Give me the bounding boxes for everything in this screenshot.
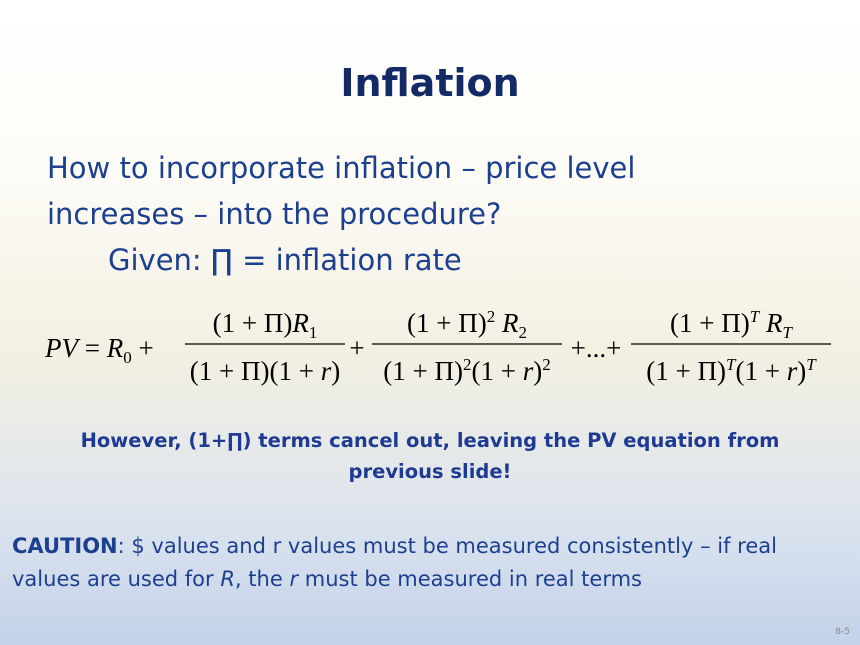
text-part: ) bbox=[797, 356, 806, 386]
text-part: must be measured in real terms bbox=[298, 567, 642, 591]
text-part: T bbox=[750, 307, 761, 326]
text-part: r bbox=[289, 567, 299, 591]
numerator: (1 + Π)T RT bbox=[670, 307, 793, 342]
text-part: CAUTION bbox=[12, 534, 118, 558]
text-part: r bbox=[787, 356, 798, 386]
numerator: (1 + Π)R1 bbox=[213, 308, 318, 342]
denominator: (1 + Π)T(1 + r)T bbox=[646, 355, 817, 386]
text-part: r bbox=[321, 356, 332, 386]
text-part: T bbox=[726, 355, 737, 374]
denominator: (1 + Π)2(1 + r)2 bbox=[383, 355, 550, 386]
text-part: : $ values and r values must be measured… bbox=[118, 534, 777, 558]
text-part: PV bbox=[44, 333, 81, 363]
text-part: (1 + bbox=[471, 356, 522, 386]
equation: PV = R0 +(1 + Π)R1(1 + Π)(1 + r)(1 + Π)2… bbox=[44, 307, 831, 386]
text-part: ) bbox=[533, 356, 542, 386]
note-line: previous slide! bbox=[349, 460, 512, 483]
text-part: R bbox=[759, 308, 783, 338]
text-part: = bbox=[78, 333, 107, 363]
caution-line: CAUTION: $ values and r values must be m… bbox=[12, 534, 777, 558]
text-part: R bbox=[106, 333, 124, 363]
text-part: values are used for bbox=[12, 567, 220, 591]
text-part: (1 + Π) bbox=[407, 308, 487, 338]
operator: +...+ bbox=[571, 333, 622, 363]
text-part: 2 bbox=[463, 355, 472, 374]
title: Inflation bbox=[340, 61, 519, 105]
denominator: (1 + Π)(1 + r) bbox=[190, 356, 340, 386]
body-line: Given: ∏ = inflation rate bbox=[108, 243, 462, 277]
note-line: However, (1+∏) terms cancel out, leaving… bbox=[81, 429, 780, 452]
text-part: (1 + Π) bbox=[213, 308, 293, 338]
text-part: ) bbox=[331, 356, 340, 386]
numerator: (1 + Π)2 R2 bbox=[407, 307, 527, 342]
text-part: 2 bbox=[518, 323, 527, 342]
text-part: (1 + Π)(1 + bbox=[190, 356, 321, 386]
text-part: + bbox=[132, 333, 154, 363]
text-part: (1 + Π) bbox=[670, 308, 750, 338]
caution: CAUTION: $ values and r values must be m… bbox=[12, 534, 777, 591]
equation-lead: PV = R0 + bbox=[44, 333, 154, 367]
text-part: , the bbox=[235, 567, 290, 591]
text-part: T bbox=[806, 355, 817, 374]
text-part: (1 + Π) bbox=[646, 356, 726, 386]
text-part: 0 bbox=[123, 348, 132, 367]
text-part: R bbox=[291, 308, 309, 338]
operator: + bbox=[349, 333, 364, 363]
body-line: increases – into the procedure? bbox=[47, 197, 501, 231]
text-part: R bbox=[220, 567, 235, 591]
text-part: (1 + Π) bbox=[383, 356, 463, 386]
body-line: How to incorporate inflation – price lev… bbox=[47, 151, 635, 185]
text-part: r bbox=[523, 356, 534, 386]
text-part: T bbox=[782, 323, 793, 342]
text-part: 2 bbox=[487, 307, 496, 326]
text-part: 1 bbox=[309, 323, 318, 342]
text-part: (1 + bbox=[735, 356, 786, 386]
slide-number: 8-5 bbox=[835, 627, 850, 637]
caution-line: values are used for R, the r must be mea… bbox=[12, 567, 642, 591]
text-part: 2 bbox=[542, 355, 551, 374]
text-part: R bbox=[495, 308, 519, 338]
